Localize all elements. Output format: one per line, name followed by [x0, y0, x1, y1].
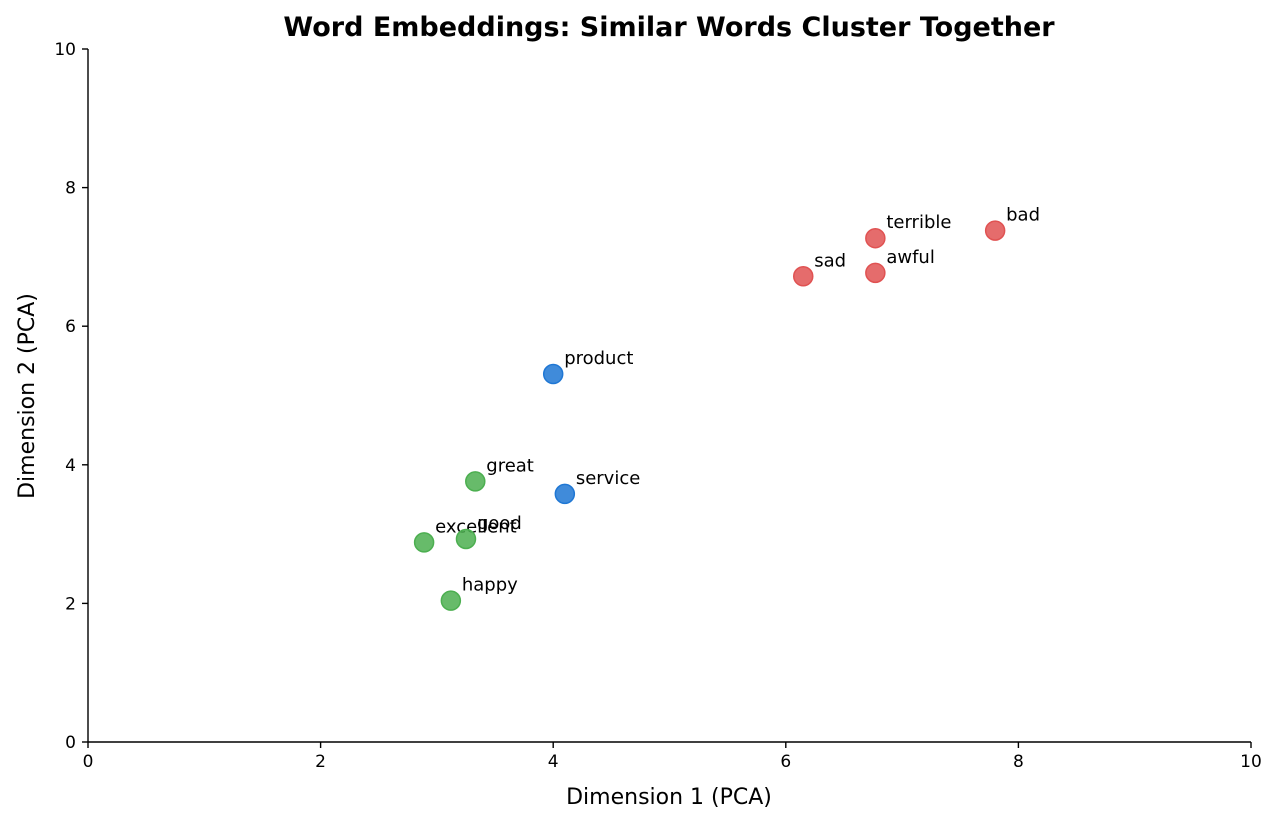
data-point-product [542, 363, 564, 385]
point-label-service: service [576, 468, 640, 489]
x-tick-label: 0 [83, 752, 94, 772]
x-tick-label: 2 [315, 752, 326, 772]
y-tick-label: 0 [65, 733, 76, 753]
point-label-sad: sad [814, 250, 846, 271]
y-tick-label: 4 [65, 456, 76, 476]
point-label-great: great [486, 455, 534, 476]
y-tick-label: 8 [65, 179, 76, 199]
point-label-terrible: terrible [886, 212, 951, 233]
x-tick-label: 6 [780, 752, 791, 772]
point-label-bad: bad [1006, 205, 1040, 226]
y-axis-ticks: 0 2 4 6 8 10 [54, 40, 88, 753]
data-point-happy [440, 590, 462, 611]
data-point-bad [984, 220, 1006, 241]
point-label-product: product [564, 348, 633, 369]
x-axis-ticks: 0 2 4 6 8 10 [83, 742, 1262, 772]
point-label-good: good [477, 513, 522, 534]
point-label-awful: awful [886, 247, 935, 268]
y-axis-label: Dimension 2 (PCA) [15, 293, 40, 499]
x-tick-label: 8 [1013, 752, 1024, 772]
data-point-terrible [865, 227, 886, 249]
data-point-excellent [413, 532, 435, 553]
y-tick-label: 10 [54, 40, 76, 60]
x-axis-label: Dimension 1 (PCA) [566, 785, 772, 810]
point-label-excellent: excellent [435, 516, 517, 537]
y-tick-label: 2 [65, 594, 76, 614]
data-point-good [455, 528, 477, 550]
data-point-awful [865, 262, 886, 284]
point-label-happy: happy [462, 575, 518, 596]
y-tick-label: 6 [65, 317, 76, 337]
data-point-great [465, 471, 486, 492]
data-point-service [554, 483, 576, 505]
data-point-sad [792, 266, 814, 287]
chart-title: Word Embeddings: Similar Words Cluster T… [283, 12, 1055, 43]
x-tick-label: 10 [1240, 752, 1262, 772]
x-tick-label: 4 [548, 752, 559, 772]
